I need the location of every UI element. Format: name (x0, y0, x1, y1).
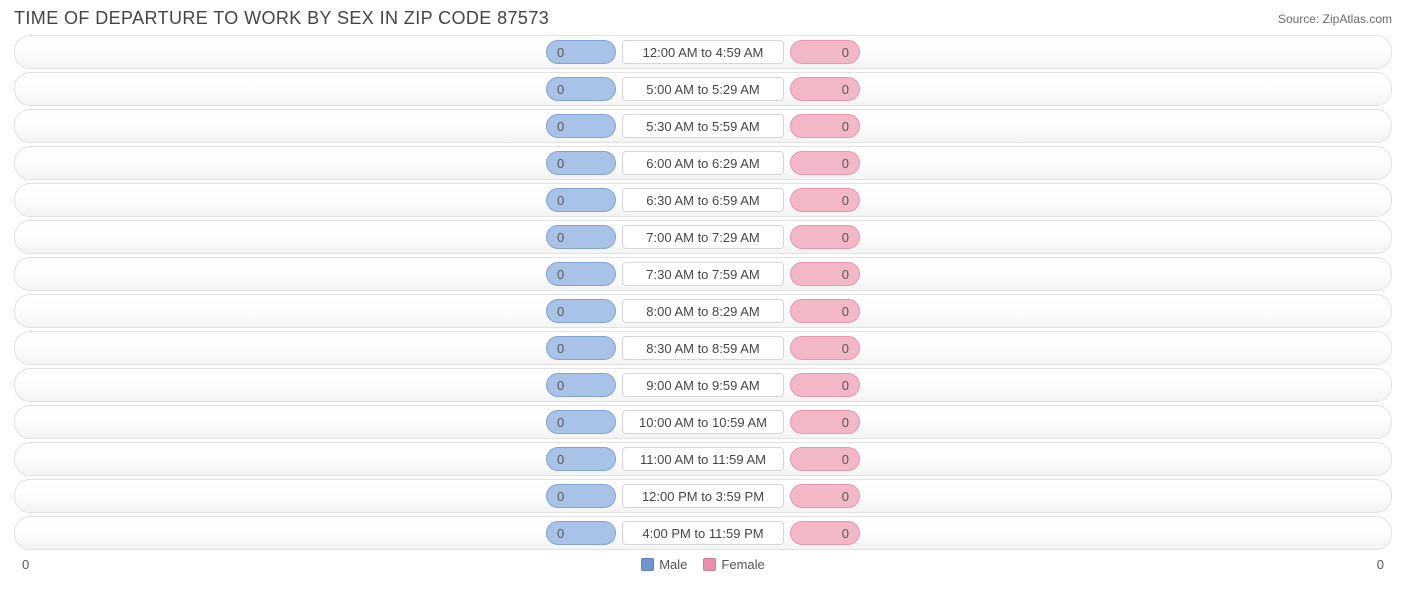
row-center-stack: 08:30 AM to 8:59 AM0 (546, 332, 860, 364)
female-bar: 0 (790, 188, 860, 212)
chart-row: 04:00 PM to 11:59 PM0 (14, 516, 1392, 550)
chart-row: 011:00 AM to 11:59 AM0 (14, 442, 1392, 476)
chart-source: Source: ZipAtlas.com (1278, 12, 1392, 26)
row-center-stack: 05:00 AM to 5:29 AM0 (546, 73, 860, 105)
chart-area: 012:00 AM to 4:59 AM005:00 AM to 5:29 AM… (0, 33, 1406, 550)
legend-label-male: Male (659, 557, 687, 572)
row-label: 8:00 AM to 8:29 AM (622, 299, 784, 323)
chart-row: 05:00 AM to 5:29 AM0 (14, 72, 1392, 106)
row-center-stack: 012:00 PM to 3:59 PM0 (546, 480, 860, 512)
row-label: 11:00 AM to 11:59 AM (622, 447, 784, 471)
row-label: 7:30 AM to 7:59 AM (622, 262, 784, 286)
row-label: 6:30 AM to 6:59 AM (622, 188, 784, 212)
male-bar: 0 (546, 336, 616, 360)
female-bar: 0 (790, 114, 860, 138)
female-bar: 0 (790, 299, 860, 323)
row-label: 10:00 AM to 10:59 AM (622, 410, 784, 434)
axis-left-value: 0 (22, 557, 29, 572)
female-bar: 0 (790, 262, 860, 286)
chart-title: TIME OF DEPARTURE TO WORK BY SEX IN ZIP … (14, 8, 549, 29)
legend-item-male: Male (641, 557, 687, 572)
row-label: 12:00 AM to 4:59 AM (622, 40, 784, 64)
male-bar: 0 (546, 447, 616, 471)
row-label: 4:00 PM to 11:59 PM (622, 521, 784, 545)
female-bar: 0 (790, 336, 860, 360)
legend-swatch-female (703, 558, 716, 571)
male-bar: 0 (546, 225, 616, 249)
male-bar: 0 (546, 521, 616, 545)
female-bar: 0 (790, 373, 860, 397)
axis-right-value: 0 (1377, 557, 1384, 572)
male-bar: 0 (546, 299, 616, 323)
row-center-stack: 010:00 AM to 10:59 AM0 (546, 406, 860, 438)
row-center-stack: 04:00 PM to 11:59 PM0 (546, 517, 860, 549)
chart-row: 06:30 AM to 6:59 AM0 (14, 183, 1392, 217)
legend-label-female: Female (721, 557, 764, 572)
row-center-stack: 012:00 AM to 4:59 AM0 (546, 36, 860, 68)
chart-row: 09:00 AM to 9:59 AM0 (14, 368, 1392, 402)
chart-row: 010:00 AM to 10:59 AM0 (14, 405, 1392, 439)
chart-row: 012:00 AM to 4:59 AM0 (14, 35, 1392, 69)
chart-row: 07:00 AM to 7:29 AM0 (14, 220, 1392, 254)
chart-footer: 0 Male Female 0 (0, 553, 1406, 572)
female-bar: 0 (790, 151, 860, 175)
female-bar: 0 (790, 77, 860, 101)
row-center-stack: 06:00 AM to 6:29 AM0 (546, 147, 860, 179)
chart-row: 05:30 AM to 5:59 AM0 (14, 109, 1392, 143)
male-bar: 0 (546, 373, 616, 397)
chart-row: 08:30 AM to 8:59 AM0 (14, 331, 1392, 365)
female-bar: 0 (790, 410, 860, 434)
female-bar: 0 (790, 484, 860, 508)
male-bar: 0 (546, 484, 616, 508)
male-bar: 0 (546, 410, 616, 434)
legend: Male Female (641, 557, 765, 572)
female-bar: 0 (790, 40, 860, 64)
row-center-stack: 06:30 AM to 6:59 AM0 (546, 184, 860, 216)
row-center-stack: 08:00 AM to 8:29 AM0 (546, 295, 860, 327)
male-bar: 0 (546, 188, 616, 212)
row-label: 9:00 AM to 9:59 AM (622, 373, 784, 397)
female-bar: 0 (790, 225, 860, 249)
male-bar: 0 (546, 262, 616, 286)
row-label: 7:00 AM to 7:29 AM (622, 225, 784, 249)
female-bar: 0 (790, 521, 860, 545)
female-bar: 0 (790, 447, 860, 471)
row-center-stack: 011:00 AM to 11:59 AM0 (546, 443, 860, 475)
male-bar: 0 (546, 77, 616, 101)
row-center-stack: 09:00 AM to 9:59 AM0 (546, 369, 860, 401)
row-center-stack: 07:30 AM to 7:59 AM0 (546, 258, 860, 290)
row-label: 8:30 AM to 8:59 AM (622, 336, 784, 360)
row-center-stack: 05:30 AM to 5:59 AM0 (546, 110, 860, 142)
male-bar: 0 (546, 151, 616, 175)
chart-row: 06:00 AM to 6:29 AM0 (14, 146, 1392, 180)
chart-row: 07:30 AM to 7:59 AM0 (14, 257, 1392, 291)
legend-item-female: Female (703, 557, 764, 572)
row-label: 5:00 AM to 5:29 AM (622, 77, 784, 101)
row-center-stack: 07:00 AM to 7:29 AM0 (546, 221, 860, 253)
row-label: 12:00 PM to 3:59 PM (622, 484, 784, 508)
legend-swatch-male (641, 558, 654, 571)
row-label: 5:30 AM to 5:59 AM (622, 114, 784, 138)
chart-header: TIME OF DEPARTURE TO WORK BY SEX IN ZIP … (0, 0, 1406, 33)
male-bar: 0 (546, 114, 616, 138)
chart-row: 08:00 AM to 8:29 AM0 (14, 294, 1392, 328)
male-bar: 0 (546, 40, 616, 64)
chart-row: 012:00 PM to 3:59 PM0 (14, 479, 1392, 513)
row-label: 6:00 AM to 6:29 AM (622, 151, 784, 175)
